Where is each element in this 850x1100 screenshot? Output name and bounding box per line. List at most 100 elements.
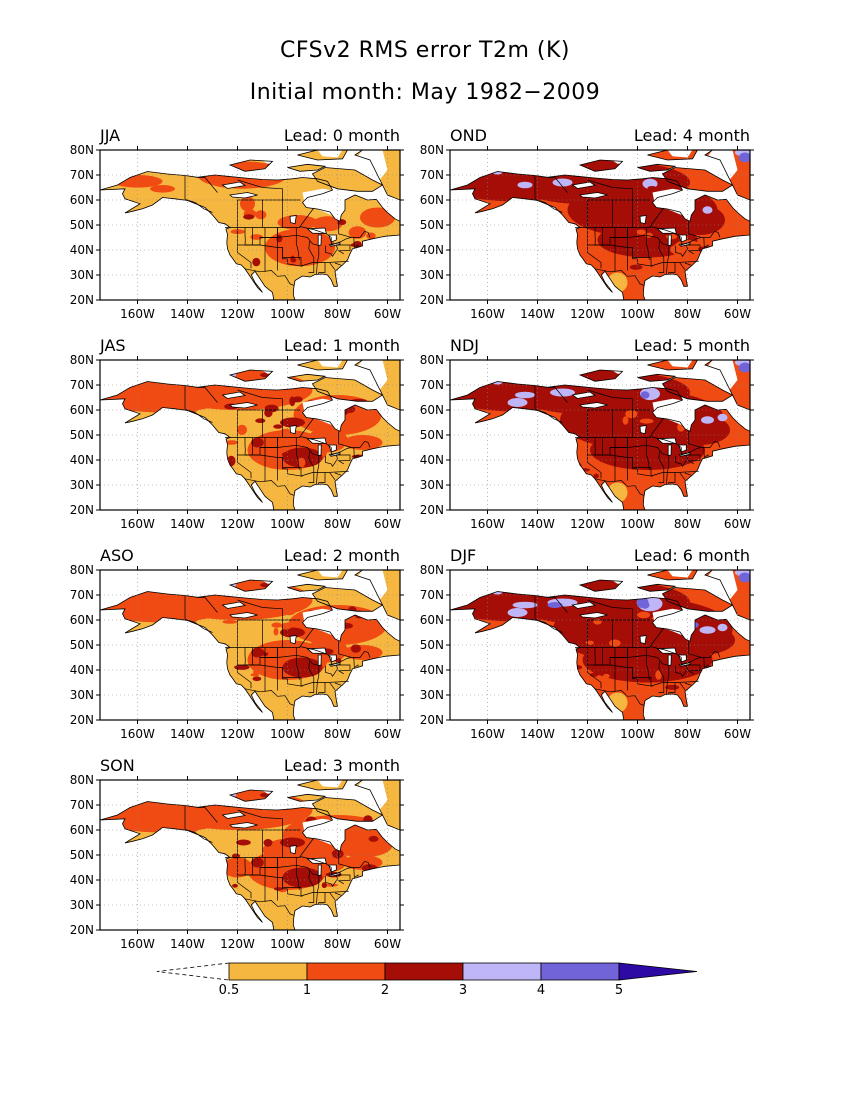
lon-label: 60W: [724, 517, 751, 531]
lake: [571, 391, 597, 399]
error-region: [287, 458, 296, 465]
lon-label: 80W: [324, 517, 351, 531]
coastline: [661, 167, 734, 192]
state-border: [184, 805, 213, 843]
panel-season: JJA: [99, 126, 120, 145]
state-border: [668, 472, 676, 485]
lake: [229, 402, 258, 409]
error-region: [222, 620, 238, 624]
no-data: [667, 570, 693, 578]
lat-label: 60N: [70, 403, 94, 417]
state-border: [318, 892, 326, 905]
error-region: [637, 611, 651, 619]
error-region: [282, 608, 296, 616]
lon-label: 120W: [570, 727, 605, 741]
error-region: [251, 647, 264, 658]
coastline: [637, 373, 677, 382]
state-border: [575, 646, 721, 666]
error-region: [640, 391, 650, 399]
state-border: [225, 856, 371, 876]
lat-label: 50N: [420, 638, 444, 652]
error-region: [352, 622, 361, 631]
lat-label: 30N: [420, 478, 444, 492]
no-data: [317, 150, 343, 158]
lat-label: 70N: [70, 588, 94, 602]
figure-subtitle: Initial month: May 1982−2009: [249, 80, 601, 105]
error-region: [271, 253, 287, 258]
state-border: [575, 436, 721, 456]
coastline: [287, 163, 327, 172]
error-region: [250, 673, 260, 677]
error-region: [360, 207, 395, 228]
state-border: [688, 221, 702, 238]
state-border: [353, 447, 359, 459]
lat-label: 20N: [70, 503, 94, 517]
state-border: [325, 454, 338, 467]
colorbar-under-triangle: [156, 962, 230, 981]
state-border: [336, 454, 351, 465]
lat-label: 30N: [70, 268, 94, 282]
map-panel-aso: ASO Lead: 2 month 80N 70N 60N 50N 40N 30N 20N 160…: [70, 546, 404, 741]
error-region: [280, 627, 305, 638]
error-region: [585, 640, 594, 645]
state-border: [260, 654, 319, 666]
state-border: [197, 807, 218, 823]
state-border: [679, 472, 686, 481]
state-border: [675, 244, 688, 257]
lon-label: 160W: [120, 937, 155, 951]
panel-season: SON: [100, 756, 135, 775]
error-region: [717, 623, 728, 632]
colorbar-label: 4: [537, 983, 545, 998]
colorbar-over-triangle: [618, 962, 698, 981]
lake: [579, 192, 608, 199]
state-border: [299, 837, 315, 857]
lat-label: 80N: [420, 353, 444, 367]
state-border: [325, 664, 338, 677]
error-region: [278, 428, 293, 439]
error-region: [636, 597, 649, 608]
panel-lead: Lead: 0 month: [284, 126, 400, 145]
state-border: [237, 874, 349, 897]
lon-label: 80W: [674, 727, 701, 741]
error-region: [331, 849, 344, 859]
error-region: [325, 219, 332, 227]
lon-label: 100W: [620, 517, 655, 531]
error-region: [661, 663, 676, 672]
state-border: [658, 451, 665, 483]
lake: [289, 635, 297, 645]
coastline: [228, 579, 274, 592]
state-border: [197, 387, 218, 403]
error-region: [507, 608, 528, 617]
state-border: [318, 472, 326, 485]
coastline: [661, 377, 734, 402]
state-border: [184, 385, 213, 423]
coastline: [450, 591, 750, 720]
lon-label: 120W: [220, 727, 255, 741]
state-border: [336, 244, 351, 255]
no-data: [317, 570, 343, 578]
coastline: [354, 780, 400, 831]
state-border: [329, 262, 336, 271]
error-region: [636, 229, 646, 235]
lon-label: 80W: [324, 727, 351, 741]
state-border: [329, 682, 336, 691]
state-border: [244, 268, 295, 286]
state-border: [666, 245, 670, 275]
coastline: [647, 570, 698, 581]
state-border: [703, 237, 709, 249]
error-region: [324, 883, 338, 887]
error-region: [282, 657, 323, 678]
state-border: [237, 809, 283, 830]
state-border: [338, 221, 352, 238]
lake: [317, 234, 322, 246]
state-border: [684, 682, 692, 686]
lat-label: 70N: [70, 378, 94, 392]
error-region: [578, 233, 588, 241]
lon-label: 100W: [620, 307, 655, 321]
lat-label: 20N: [420, 503, 444, 517]
error-region: [595, 465, 604, 476]
coastline: [287, 793, 327, 802]
state-border: [237, 437, 252, 479]
error-region: [662, 419, 670, 425]
state-border: [675, 664, 688, 677]
